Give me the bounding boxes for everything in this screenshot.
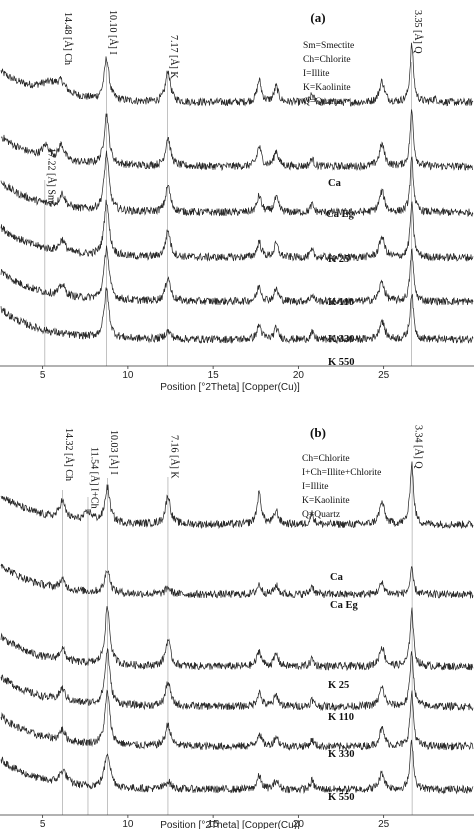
x-tick-label: 15 bbox=[208, 370, 220, 381]
series-label: K 330 bbox=[328, 749, 355, 760]
x-axis-title: Position [°2Theta] [Copper(Cu)] bbox=[160, 820, 300, 829]
legend-entry: Sm=Smectite bbox=[303, 41, 354, 51]
series-trace-ca bbox=[0, 461, 474, 530]
series-trace-ca-eg bbox=[0, 109, 474, 172]
series-trace-k-110 bbox=[0, 647, 474, 712]
panel-label: (b) bbox=[310, 425, 326, 440]
legend-entry: I=Illite bbox=[302, 482, 328, 492]
series-label: Ca Eg bbox=[330, 600, 358, 611]
series-trace-ca bbox=[0, 42, 474, 107]
series-label: K 110 bbox=[328, 712, 354, 723]
series-label: K 110 bbox=[328, 297, 354, 308]
legend-entry: Q=Quartz bbox=[302, 510, 340, 520]
peak-label: 10.10 [Å] I bbox=[107, 10, 119, 55]
peak-label: 3.34 [Å] Q bbox=[413, 425, 425, 469]
series-label: K 330 bbox=[328, 334, 355, 345]
chart-panel-b: (b) Ch=Chlorite I+Ch=Illite+Chlorite I=Illi… bbox=[0, 425, 474, 829]
x-axis-title: Position [°2Theta] [Copper(Cu)] bbox=[160, 382, 300, 393]
x-tick-label: 20 bbox=[293, 370, 305, 381]
series-label: Ca bbox=[328, 178, 342, 189]
legend-entry: I=Illite bbox=[303, 69, 329, 79]
peak-label: 14.32 [Å] Ch bbox=[63, 428, 75, 481]
panel-label: (a) bbox=[310, 10, 325, 25]
series-label: K 25 bbox=[328, 680, 349, 691]
x-tick-label: 5 bbox=[40, 370, 46, 381]
series-trace-k-330 bbox=[0, 245, 474, 306]
x-tick-label: 5 bbox=[40, 819, 46, 829]
peak-label: 14.48 [Å] Ch bbox=[62, 12, 74, 65]
series-label: K 550 bbox=[328, 357, 355, 368]
peak-label: 17.22 [Å] Sm bbox=[45, 148, 57, 203]
series-trace-k-550 bbox=[0, 287, 474, 345]
x-tick-label: 10 bbox=[122, 819, 134, 829]
series-trace-k-25 bbox=[0, 150, 474, 218]
peak-label: 11.54 [Å] I+Ch bbox=[88, 447, 100, 509]
x-tick-label: 25 bbox=[378, 370, 390, 381]
series-trace-ca-eg bbox=[0, 563, 474, 599]
x-tick-label: 25 bbox=[378, 819, 390, 829]
x-tick-label: 15 bbox=[208, 819, 220, 829]
legend-entry: K=Kaolinite bbox=[302, 496, 350, 506]
legend-entry: Ch=Chlorite bbox=[302, 454, 350, 464]
series-trace-k-25 bbox=[0, 606, 474, 672]
legend-entry: Ch=Chlorite bbox=[303, 55, 351, 65]
series-trace-k-330 bbox=[0, 689, 474, 752]
x-tick-label: 10 bbox=[122, 370, 134, 381]
series-label: K 550 bbox=[328, 792, 355, 803]
peak-label: 3.35 [Å] Q bbox=[412, 10, 424, 54]
series-trace-k-110 bbox=[0, 199, 474, 262]
chart-panel-a: (a) Sm=Smectite Ch=Chlorite I=Illite K=Kaoli… bbox=[0, 10, 474, 393]
series-label: Ca bbox=[330, 572, 344, 583]
peak-label: 10.03 [Å] I bbox=[108, 430, 120, 475]
peak-label: 7.16 [Å] K bbox=[168, 435, 180, 479]
series-label: K 25 bbox=[328, 254, 349, 265]
legend-entry: I+Ch=Illite+Chlorite bbox=[302, 468, 381, 478]
series-trace-k-550 bbox=[0, 739, 474, 795]
peak-label: 7.17 [Å] K bbox=[168, 35, 180, 79]
legend-entry: K=Kaolinite bbox=[303, 83, 351, 93]
x-tick-label: 20 bbox=[293, 819, 305, 829]
